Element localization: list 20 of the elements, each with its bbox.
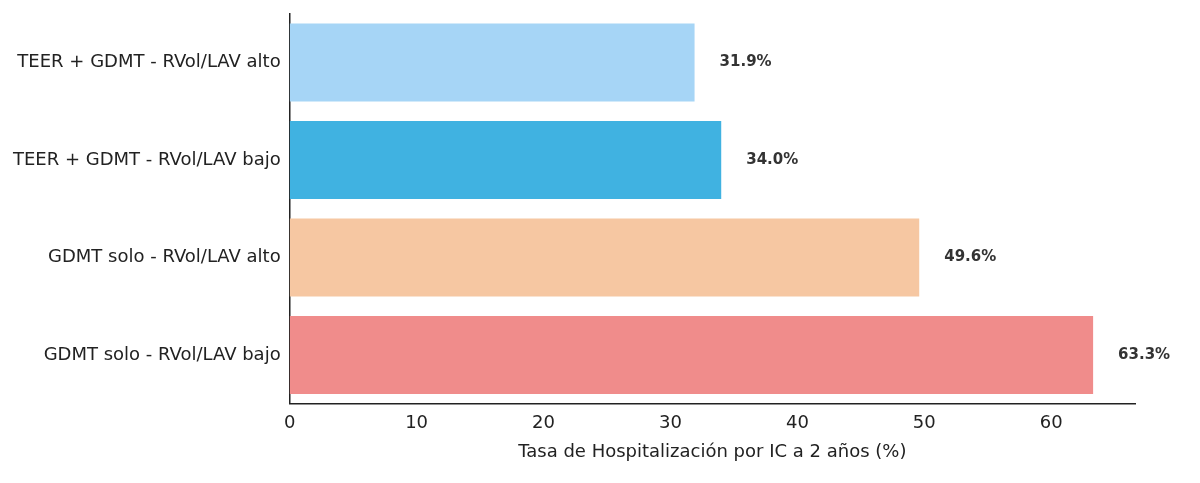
bar	[289, 218, 920, 297]
x-tick-label: 20	[532, 411, 555, 433]
x-axis-title: Tasa de Hospitalización por IC a 2 años (%)	[517, 439, 907, 461]
y-tick-label: TEER + GDMT - RVol/LAV bajo	[12, 147, 281, 169]
x-tick-label: 60	[1039, 411, 1063, 433]
x-tick-label: 30	[659, 411, 682, 433]
y-tick-label: TEER + GDMT - RVol/LAV alto	[16, 50, 281, 72]
bar	[289, 316, 1094, 395]
data-label: 34.0%	[746, 149, 799, 168]
x-tick-label: 50	[912, 411, 936, 433]
x-tick-label: 0	[283, 411, 296, 433]
data-label: 49.6%	[944, 247, 997, 266]
x-tick-label: 40	[785, 411, 809, 433]
y-tick-label: GDMT solo - RVol/LAV bajo	[43, 342, 281, 364]
bar	[289, 121, 722, 200]
bar	[289, 23, 695, 102]
x-tick-label: 10	[405, 411, 429, 433]
y-tick-label: GDMT solo - RVol/LAV alto	[48, 245, 281, 267]
data-label: 63.3%	[1118, 344, 1171, 363]
data-label: 31.9%	[719, 52, 772, 71]
